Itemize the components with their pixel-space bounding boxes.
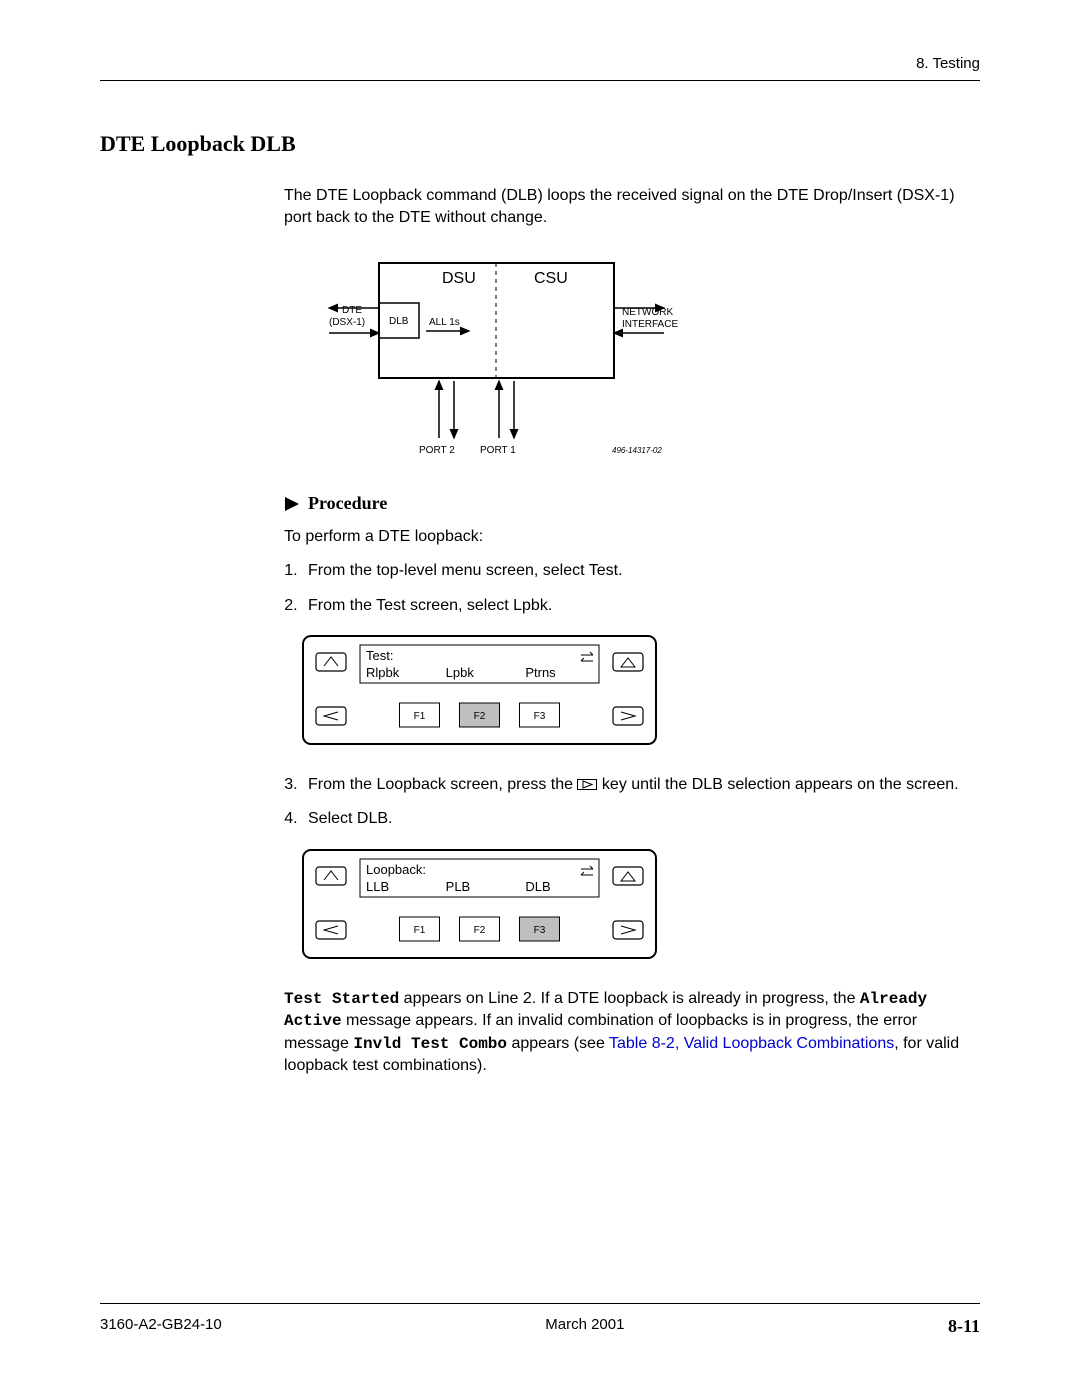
intro-text: The DTE Loopback command (DLB) loops the… <box>284 185 980 228</box>
procedure-intro: To perform a DTE loopback: <box>284 528 980 546</box>
result-p1: appears on Line 2. If a DTE loopback is … <box>399 990 860 1007</box>
all1s-label: ALL 1s <box>429 317 460 328</box>
block-diagram: DSU CSU DLB ALL 1s DTE (DSX-1) NETWORK I… <box>284 253 684 463</box>
dte-label-2: (DSX-1) <box>329 317 365 328</box>
lcd-screen-1: Test: Rlpbk Lpbk Ptrns F1 F2 F3 <box>302 635 980 750</box>
header-chapter: 8. Testing <box>100 55 980 72</box>
mono-invld-test-combo: Invld Test Combo <box>353 1035 507 1053</box>
step-2: From the Test screen, select Lpbk. <box>302 595 980 617</box>
procedure-heading: Procedure <box>284 493 980 514</box>
port2-label: PORT 2 <box>419 445 455 456</box>
network-label-2: INTERFACE <box>622 319 678 330</box>
svg-text:F2: F2 <box>474 711 486 722</box>
section-title: DTE Loopback DLB <box>100 131 980 157</box>
svg-text:LLB: LLB <box>366 879 389 894</box>
footer-rule <box>100 1303 980 1304</box>
svg-text:DLB: DLB <box>525 879 550 894</box>
figure-number: 496-14317-02 <box>612 446 662 455</box>
header-rule <box>100 80 980 81</box>
csu-label: CSU <box>534 270 568 287</box>
svg-text:Loopback:: Loopback: <box>366 862 426 877</box>
lcd-screen-2: Loopback: LLB PLB DLB F1 F2 F3 <box>302 849 980 964</box>
svg-text:F1: F1 <box>414 925 426 936</box>
right-key-icon <box>577 779 597 790</box>
dsu-label: DSU <box>442 270 476 287</box>
svg-text:Ptrns: Ptrns <box>525 665 556 680</box>
svg-text:PLB: PLB <box>446 879 471 894</box>
step-1: From the top-level menu screen, select T… <box>302 560 980 582</box>
svg-text:F3: F3 <box>534 925 546 936</box>
mono-test-started: Test Started <box>284 990 399 1008</box>
dlb-label: DLB <box>389 316 409 327</box>
page-footer: 3160-A2-GB24-10 March 2001 8-11 <box>100 1303 980 1337</box>
footer-center: March 2001 <box>545 1316 624 1337</box>
svg-text:F3: F3 <box>534 711 546 722</box>
svg-text:Rlpbk: Rlpbk <box>366 665 400 680</box>
result-paragraph: Test Started appears on Line 2. If a DTE… <box>284 988 980 1078</box>
step-4: Select DLB. <box>302 808 980 830</box>
dte-label-1: DTE <box>342 305 362 316</box>
table-link[interactable]: Table 8-2, Valid Loopback Combinations <box>609 1035 894 1052</box>
svg-text:F1: F1 <box>414 711 426 722</box>
result-p3: appears (see <box>507 1035 609 1052</box>
procedure-label: Procedure <box>308 493 387 514</box>
port1-label: PORT 1 <box>480 445 516 456</box>
step-3: From the Loopback screen, press the key … <box>302 774 980 796</box>
svg-text:Lpbk: Lpbk <box>446 665 475 680</box>
footer-left: 3160-A2-GB24-10 <box>100 1316 222 1337</box>
svg-text:F2: F2 <box>474 925 486 936</box>
step-3a: From the Loopback screen, press the <box>308 776 577 793</box>
footer-page-number: 8-11 <box>948 1316 980 1337</box>
step-3b: key until the DLB selection appears on t… <box>597 776 958 793</box>
procedure-arrow-icon <box>284 496 300 512</box>
svg-text:Test:: Test: <box>366 648 393 663</box>
